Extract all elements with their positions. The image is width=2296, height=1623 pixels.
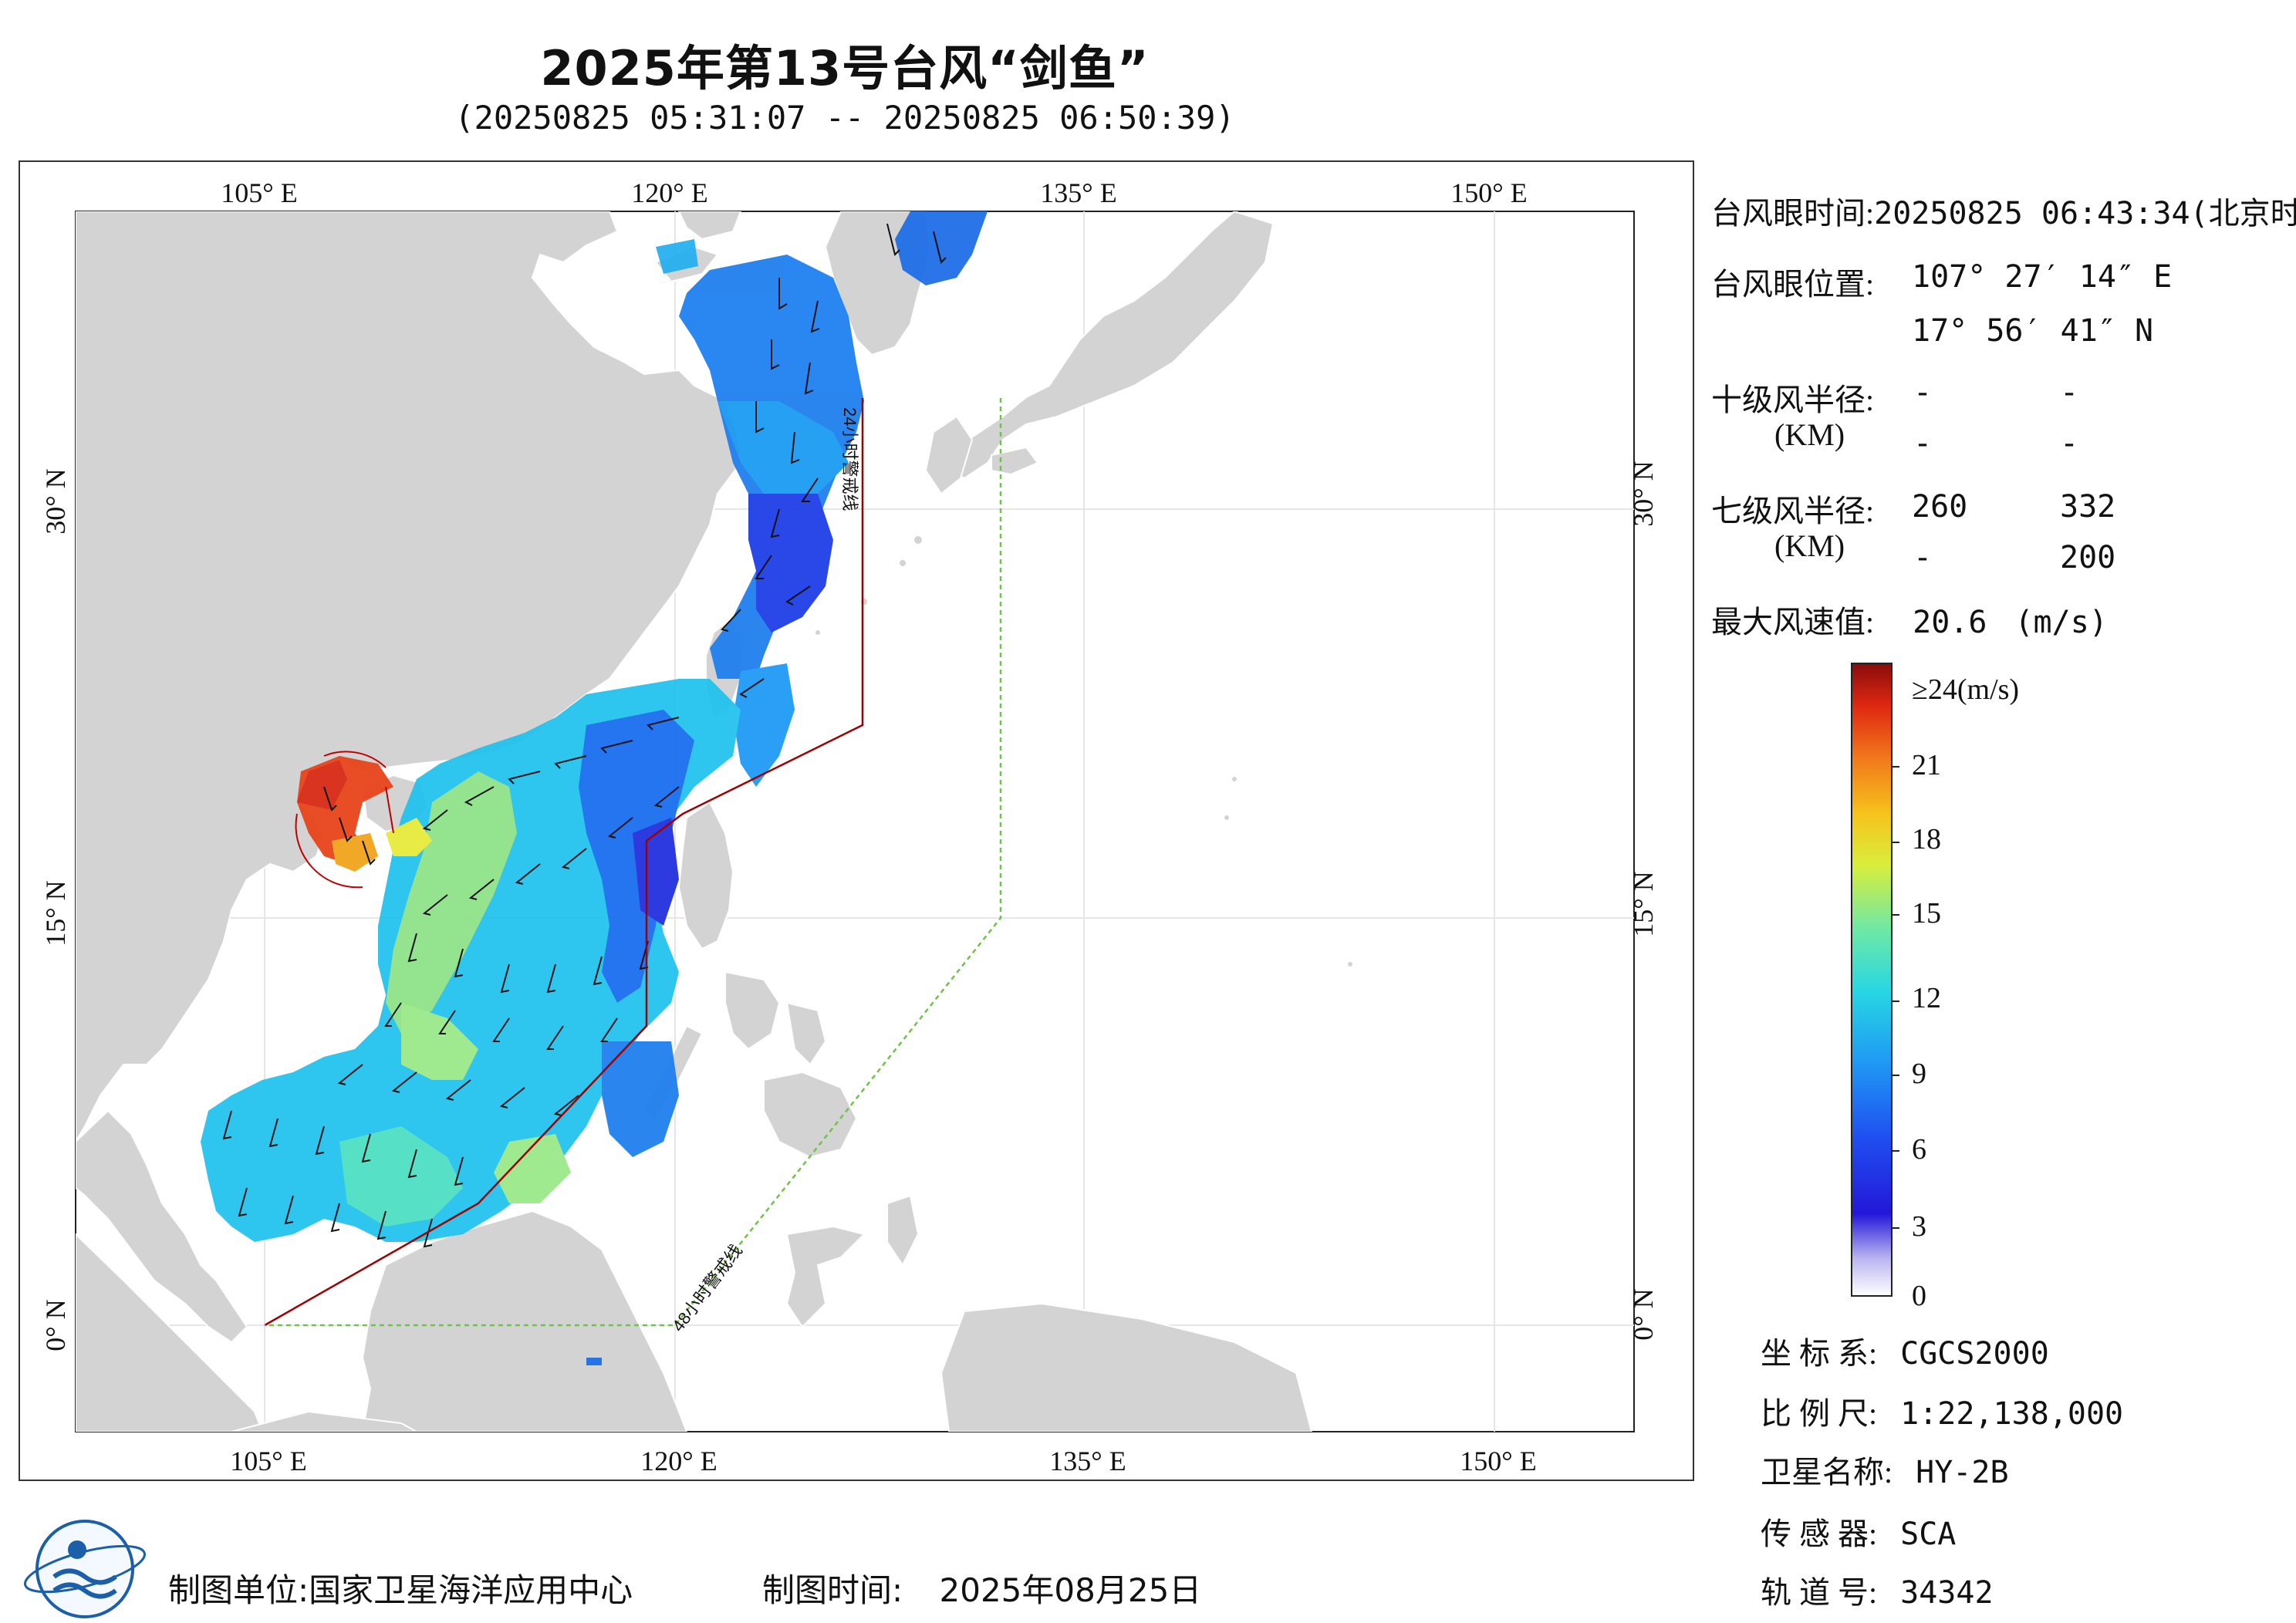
- lat-label-right-30: 30° N: [1628, 461, 1659, 526]
- sensor-label: 传 感 器:: [1761, 1517, 1878, 1551]
- r10-value-nw: -: [2060, 426, 2079, 461]
- lat-label-right-15: 15° N: [1628, 871, 1659, 936]
- eye-pos-label: 台风眼位置:: [1711, 267, 1875, 302]
- eye-time-value: 20250825 06:43:34(北京时): [1874, 196, 2296, 231]
- r10-value-se: -: [2060, 375, 2079, 410]
- max-wind-unit: (m/s): [2014, 605, 2108, 640]
- crs-value: CGCS2000: [1900, 1336, 2049, 1372]
- eye-lon-value: 107° 27′ 14″ E: [1912, 259, 2173, 295]
- satellite-row: 卫星名称: HY-2B: [1761, 1447, 2009, 1492]
- r7-label: 七级风半径:: [1711, 494, 1875, 528]
- scale-value: 1:22,138,000: [1900, 1396, 2124, 1432]
- r7-value-se: 332: [2060, 489, 2116, 525]
- land-masses: [76, 211, 1354, 1432]
- max-wind-row: 最大风速值: 20.6 (m/s): [1711, 597, 2108, 642]
- warning-line-24h: [264, 398, 864, 1327]
- eye-time-label: 台风眼时间:: [1711, 196, 1875, 231]
- orbit-value: 34342: [1900, 1575, 1994, 1611]
- scale-row: 比 例 尺: 1:22,138,000: [1761, 1388, 2123, 1433]
- colorbar-tick-21: 21: [1912, 749, 1941, 781]
- wind-radius-arc: [295, 751, 394, 889]
- lat-label-left-15: 15° N: [40, 880, 71, 946]
- wind-field-swath: [201, 211, 988, 1365]
- map-title: 2025年第13号台风“剑鱼”: [540, 40, 1150, 96]
- r7-value-sw: -: [1913, 540, 1933, 575]
- r10-label: 十级风半径:: [1711, 383, 1875, 417]
- footer-time-label: 制图时间:: [762, 1571, 903, 1609]
- max-wind-value: 20.6: [1913, 605, 1987, 640]
- orbit-row: 轨 道 号: 34342: [1761, 1567, 1994, 1612]
- map-frame: [19, 160, 1694, 1481]
- scale-label: 比 例 尺:: [1761, 1396, 1878, 1431]
- r7-value-ne: 260: [1912, 489, 1968, 525]
- colorbar-tick-0: 0: [1912, 1280, 1926, 1312]
- colorbar-tick-15: 15: [1912, 897, 1941, 930]
- lat-label-left-30: 30° N: [40, 468, 71, 534]
- r7-unit: (KM): [1774, 528, 1845, 563]
- eye-time-row: 台风眼时间:20250825 06:43:34(北京时): [1711, 188, 2296, 233]
- satellite-value: HY-2B: [1916, 1455, 2009, 1490]
- crs-label: 坐 标 系:: [1761, 1336, 1878, 1371]
- r10-unit: (KM): [1774, 417, 1845, 452]
- lon-label-bottom-135: 135° E: [1049, 1446, 1126, 1476]
- nsoas-logo: [24, 1520, 146, 1618]
- colorbar: [1851, 663, 1893, 1297]
- crs-row: 坐 标 系: CGCS2000: [1761, 1328, 2049, 1373]
- map-time-range: (20250825 05:31:07 -- 20250825 06:50:39): [454, 99, 1235, 137]
- orbit-label: 轨 道 号:: [1761, 1575, 1878, 1610]
- colorbar-tick-9: 9: [1912, 1058, 1926, 1090]
- sensor-value: SCA: [1900, 1517, 1957, 1552]
- sensor-row: 传 感 器: SCA: [1761, 1509, 1956, 1554]
- satellite-label: 卫星名称:: [1761, 1455, 1893, 1490]
- lon-label-bottom-150: 150° E: [1460, 1446, 1536, 1476]
- colorbar-ticks: [1892, 766, 1899, 1229]
- lon-label-top-120: 120° E: [631, 177, 707, 208]
- r10-value-ne: -: [1913, 375, 1933, 410]
- lon-label-top-150: 150° E: [1450, 177, 1527, 208]
- lat-label-right-0: 0° N: [1628, 1288, 1659, 1340]
- lon-label-top-105: 105° E: [221, 177, 297, 208]
- r7-value-nw: 200: [2060, 540, 2116, 575]
- footer-mapping-unit: 制图单位:国家卫星海洋应用中心: [168, 1571, 633, 1609]
- wind-barbs: [222, 223, 947, 1248]
- eye-lat-value: 17° 56′ 41″ N: [1912, 313, 2154, 349]
- r10-value-sw: -: [1913, 426, 1933, 461]
- max-wind-label: 最大风速值:: [1711, 605, 1875, 639]
- colorbar-tick-12: 12: [1912, 982, 1941, 1014]
- lon-label-bottom-120: 120° E: [640, 1446, 717, 1476]
- warning-24h-label: 24小时警戒线: [840, 407, 859, 511]
- lon-label-top-135: 135° E: [1040, 177, 1116, 208]
- footer-time-value: 2025年08月25日: [939, 1571, 1202, 1609]
- footer-mapping-time: 制图时间: 2025年08月25日: [762, 1564, 1201, 1611]
- colorbar-tick-6: 6: [1912, 1133, 1926, 1166]
- colorbar-tick-3: 3: [1912, 1210, 1926, 1243]
- colorbar-tick-18: 18: [1912, 823, 1941, 855]
- lat-label-left-0: 0° N: [40, 1299, 71, 1351]
- lon-label-bottom-105: 105° E: [230, 1446, 306, 1476]
- colorbar-top-label: ≥24(m/s): [1912, 673, 2019, 706]
